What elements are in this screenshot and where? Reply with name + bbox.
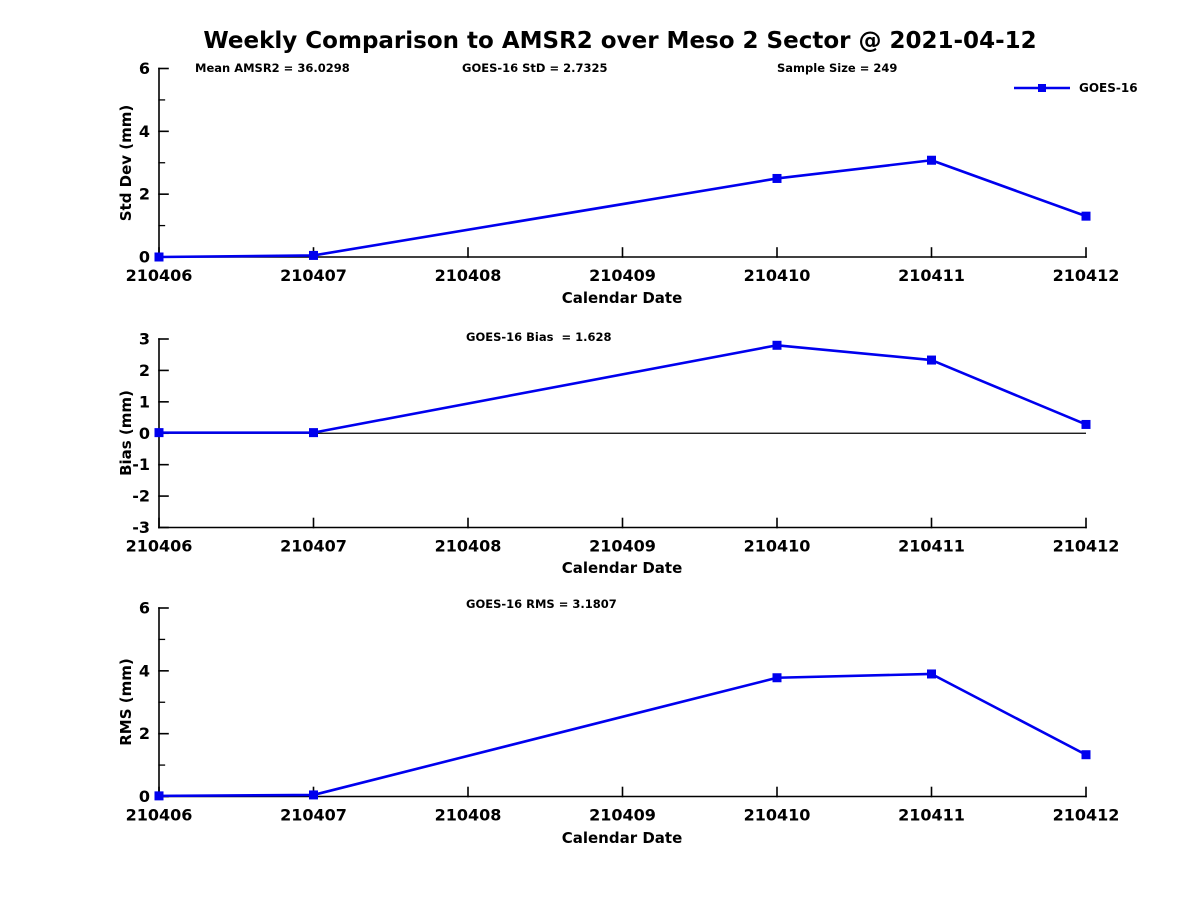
svg-text:210410: 210410 [744, 537, 811, 556]
svg-text:210411: 210411 [898, 266, 965, 285]
svg-text:210407: 210407 [280, 266, 347, 285]
figure-title: Weekly Comparison to AMSR2 over Meso 2 S… [203, 28, 1037, 54]
calendar-date-label-bottom: Calendar Date [561, 829, 683, 847]
svg-text:2: 2 [139, 185, 150, 204]
svg-text:2: 2 [139, 724, 150, 743]
svg-text:210409: 210409 [589, 537, 656, 556]
svg-text:1: 1 [139, 392, 150, 411]
svg-text:4: 4 [139, 122, 150, 141]
svg-text:210412: 210412 [1053, 806, 1120, 825]
svg-text:210410: 210410 [744, 266, 811, 285]
legend-label: GOES-16 [1079, 81, 1138, 95]
svg-text:0: 0 [139, 787, 150, 806]
annotation-sample-size: Sample Size = 249 [777, 61, 898, 75]
bias-y-axis-label: Bias (mm) [117, 390, 135, 476]
svg-text:210406: 210406 [126, 537, 193, 556]
svg-text:210408: 210408 [435, 537, 502, 556]
calendar-date-label-top: Calendar Date [561, 289, 683, 307]
svg-text:210410: 210410 [744, 806, 811, 825]
svg-text:-2: -2 [132, 487, 150, 506]
svg-text:4: 4 [139, 661, 150, 680]
annotation-goes16-std: GOES-16 StD = 2.7325 [462, 61, 608, 75]
svg-text:2: 2 [139, 361, 150, 380]
svg-text:-1: -1 [132, 455, 150, 474]
svg-text:210412: 210412 [1053, 537, 1120, 556]
svg-text:210406: 210406 [126, 806, 193, 825]
annotation-goes16-rms: GOES-16 RMS = 3.1807 [466, 597, 617, 611]
svg-text:0: 0 [139, 248, 150, 267]
svg-text:0: 0 [139, 424, 150, 443]
stddev-y-axis-label: Std Dev (mm) [117, 104, 135, 222]
legend: GOES-16 [1013, 81, 1138, 95]
calendar-date-label-middle: Calendar Date [561, 559, 683, 577]
svg-text:210407: 210407 [280, 806, 347, 825]
svg-text:-3: -3 [132, 518, 150, 537]
svg-text:6: 6 [139, 59, 150, 78]
legend-line-sample-icon [1014, 84, 1070, 92]
annotation-goes16-bias: GOES-16 Bias = 1.628 [466, 330, 612, 344]
svg-text:210411: 210411 [898, 537, 965, 556]
rms-y-axis-label: RMS (mm) [117, 658, 135, 746]
svg-text:210411: 210411 [898, 806, 965, 825]
svg-text:6: 6 [139, 599, 150, 618]
svg-text:210409: 210409 [589, 806, 656, 825]
svg-text:210408: 210408 [435, 266, 502, 285]
svg-text:210412: 210412 [1053, 266, 1120, 285]
annotation-mean-amsr2: Mean AMSR2 = 36.0298 [195, 61, 350, 75]
svg-text:210409: 210409 [589, 266, 656, 285]
svg-text:210406: 210406 [126, 266, 193, 285]
svg-text:3: 3 [139, 330, 150, 349]
svg-text:210408: 210408 [435, 806, 502, 825]
svg-text:210407: 210407 [280, 537, 347, 556]
